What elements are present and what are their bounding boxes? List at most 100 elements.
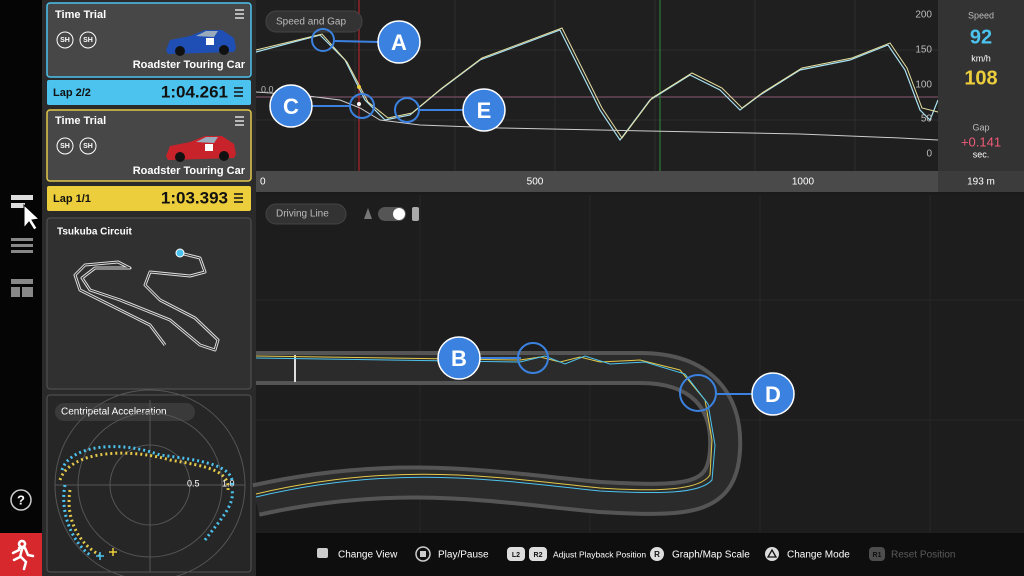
map-card	[46, 217, 252, 390]
menu-icon	[234, 193, 243, 203]
control-label: Adjust Playback Position	[553, 549, 646, 559]
distance-tick: 1000	[792, 177, 815, 188]
g-marker	[96, 552, 104, 560]
speed-tick: 50	[921, 114, 933, 125]
shape	[437, 336, 481, 380]
circuit-map-inner	[74, 252, 219, 351]
replay-card[interactable]	[46, 109, 252, 182]
pill	[265, 10, 363, 33]
g-title: Centripetal Acceleration	[61, 407, 167, 418]
control-label: Graph/Map Scale	[672, 550, 750, 561]
help-button[interactable]	[10, 489, 32, 511]
callout-label: C	[283, 94, 299, 119]
control[interactable]: Change Mode	[765, 547, 850, 561]
shape	[58, 451, 230, 491]
speed-value: 92	[970, 26, 992, 48]
icon	[11, 244, 33, 247]
control[interactable]: R Graph/Map Scale	[650, 547, 750, 561]
callout-E	[394, 88, 506, 132]
distance-tick: 500	[527, 177, 544, 188]
icon	[11, 250, 33, 253]
button-icon	[317, 548, 328, 558]
car-name: Roadster Touring Car	[133, 59, 246, 71]
mode: Time Trial	[55, 115, 106, 127]
cursor	[23, 203, 41, 231]
callout-D	[679, 372, 795, 416]
button-glyph: L2	[512, 552, 520, 559]
shape	[219, 45, 229, 55]
shape	[196, 137, 218, 143]
g-card	[46, 394, 252, 573]
shape	[517, 342, 549, 374]
button-glyph: R	[654, 550, 660, 559]
graph-grid	[256, 0, 938, 171]
button-icon	[415, 546, 431, 562]
control-label: Change Mode	[787, 550, 850, 561]
distance-tick: 0	[260, 177, 266, 188]
button-glyph: R1	[873, 552, 882, 559]
icon	[11, 195, 33, 200]
badge-text: SH	[60, 37, 70, 44]
shape	[67, 489, 101, 557]
speed-tick: 200	[915, 10, 932, 21]
graph-title: Speed and Gap	[276, 17, 346, 28]
speed-tick: 150	[915, 45, 932, 56]
lap-time: 1:03.393	[161, 188, 228, 207]
badge-text: SH	[60, 143, 70, 150]
callout-label: B	[451, 346, 467, 371]
button-icon	[650, 547, 664, 561]
callout-B	[437, 336, 549, 380]
gap-value: +0.141	[961, 134, 1001, 149]
control[interactable]: Change View	[317, 548, 398, 561]
graph-area	[256, 0, 938, 171]
position-marker	[175, 248, 185, 258]
icon	[22, 287, 33, 297]
shape	[175, 152, 185, 162]
shape	[462, 88, 506, 132]
gap-tick: 0.0	[261, 84, 274, 94]
button-icon	[529, 547, 547, 561]
toggle-icon	[364, 208, 372, 219]
g-rings	[54, 389, 246, 576]
shape	[269, 84, 313, 128]
control[interactable]: Play/Pause	[415, 546, 489, 562]
badge	[79, 31, 97, 49]
lap: Lap 1/1	[53, 193, 91, 205]
readout-panel	[938, 0, 1024, 171]
lap-bar[interactable]	[47, 80, 251, 105]
control: R1 Reset Position	[869, 547, 955, 561]
gap-label: Gap	[972, 122, 989, 132]
car-name: Roadster Touring Car	[133, 165, 246, 177]
button-icon	[420, 551, 426, 557]
toggle-icon	[412, 207, 419, 221]
replay-card[interactable]	[46, 2, 252, 78]
shape	[334, 40, 381, 43]
shape	[679, 374, 717, 412]
pill	[55, 403, 195, 421]
marker	[357, 85, 361, 89]
control[interactable]: L2 R2 Adjust Playback Position	[507, 547, 646, 561]
badge	[79, 137, 97, 155]
shape	[751, 372, 795, 416]
car-image	[166, 30, 236, 56]
shape	[219, 151, 229, 161]
icon	[11, 279, 33, 284]
driving-line	[255, 355, 716, 498]
lap-time: 1:04.261	[161, 82, 228, 101]
marker	[357, 102, 361, 106]
map-grid	[256, 195, 1024, 533]
callout-label: A	[391, 30, 407, 55]
badge	[56, 31, 74, 49]
lap-bar[interactable]	[47, 186, 251, 211]
shape	[206, 38, 214, 45]
button-glyph: R2	[534, 552, 543, 559]
menu-icon	[235, 9, 244, 19]
shape	[62, 484, 234, 557]
pill	[265, 203, 347, 225]
toggle-knob	[393, 208, 405, 220]
shape	[349, 93, 375, 119]
button-icon	[507, 547, 525, 561]
callout-label: E	[477, 98, 492, 123]
side-strip	[0, 0, 42, 576]
